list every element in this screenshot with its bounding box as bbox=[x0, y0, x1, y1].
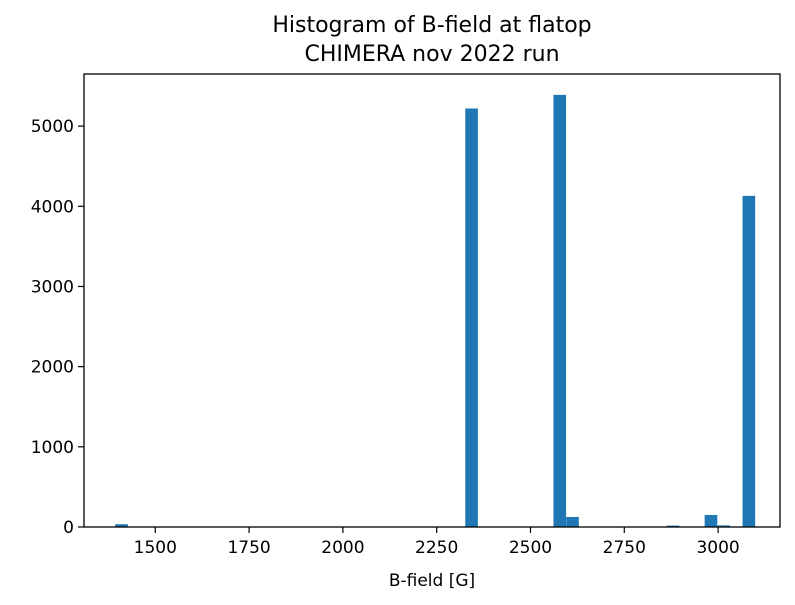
x-tick-label: 3000 bbox=[696, 538, 739, 558]
x-tick-label: 1750 bbox=[227, 538, 270, 558]
histogram-bar bbox=[566, 516, 579, 527]
x-axis-ticks: 1500 1750 2000 2250 2500 2750 3000 bbox=[134, 527, 740, 558]
chart-subtitle: CHIMERA nov 2022 run bbox=[304, 42, 559, 67]
histogram-bar bbox=[742, 195, 756, 527]
histogram-bar bbox=[704, 514, 718, 527]
histogram-bar bbox=[553, 94, 567, 527]
x-axis-label: B-field [G] bbox=[389, 571, 475, 591]
histogram-bar bbox=[115, 524, 128, 527]
chart-title: Histogram of B-field at flatop bbox=[272, 13, 591, 38]
x-tick-label: 2000 bbox=[321, 538, 364, 558]
y-tick-label: 5000 bbox=[31, 117, 74, 137]
y-axis-ticks: 0 1000 2000 3000 4000 5000 bbox=[31, 117, 84, 538]
histogram-bar bbox=[465, 108, 478, 527]
plot-frame bbox=[83, 73, 781, 528]
x-tick-label: 2250 bbox=[415, 538, 458, 558]
x-tick-label: 2500 bbox=[509, 538, 552, 558]
x-tick-label: 1500 bbox=[134, 538, 177, 558]
y-tick-label: 4000 bbox=[31, 197, 74, 217]
y-tick-label: 1000 bbox=[31, 438, 74, 458]
y-tick-label: 3000 bbox=[31, 277, 74, 297]
x-tick-label: 2750 bbox=[603, 538, 646, 558]
histogram-bar bbox=[717, 525, 731, 527]
histogram-bar bbox=[666, 525, 680, 527]
bars-group bbox=[115, 94, 756, 527]
y-tick-label: 0 bbox=[63, 518, 74, 538]
y-tick-label: 2000 bbox=[31, 358, 74, 378]
